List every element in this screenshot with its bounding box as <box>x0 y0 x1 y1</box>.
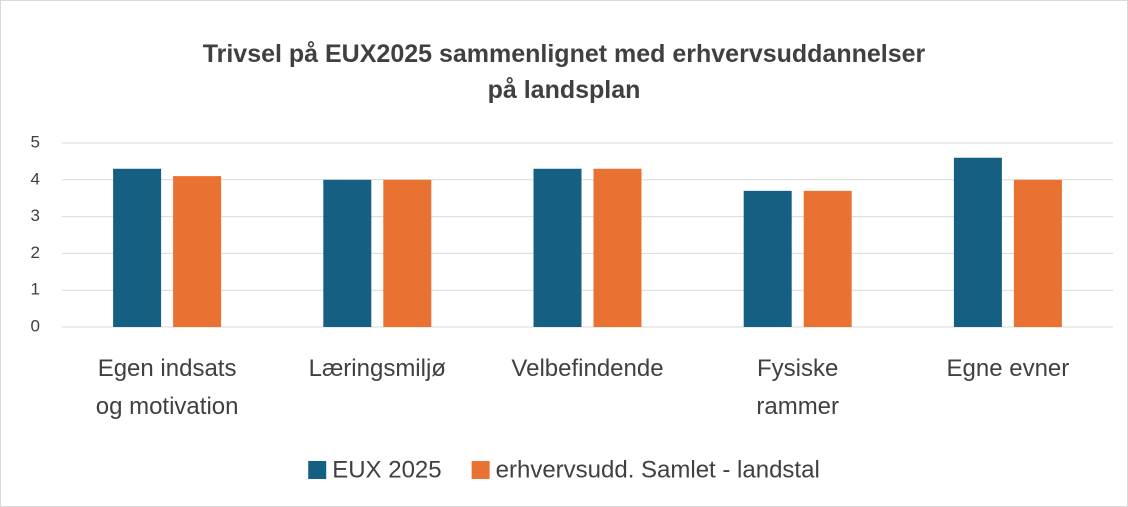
bar <box>1013 179 1062 327</box>
bar <box>173 176 222 327</box>
legend-swatch <box>308 461 327 479</box>
bar <box>593 168 642 327</box>
x-tick-label: Læringsmiljø <box>309 355 447 382</box>
x-tick-label: Egen indsats og motivation <box>96 355 239 420</box>
x-tick-label: Fysiske rammer <box>756 355 839 420</box>
bar <box>383 179 432 327</box>
x-tick-label: Velbefindende <box>511 355 663 382</box>
bar <box>113 168 162 327</box>
y-tick-label: 2 <box>31 243 40 262</box>
y-tick-label: 5 <box>31 132 40 151</box>
bar <box>743 190 792 327</box>
legend: EUX 2025 erhvervsudd. Samlet - landstal <box>308 456 820 483</box>
bar <box>323 179 372 327</box>
y-tick-label: 0 <box>31 316 40 335</box>
y-tick-label: 4 <box>31 169 40 188</box>
bar <box>953 157 1002 327</box>
y-tick-label: 3 <box>31 206 40 225</box>
bar <box>803 190 852 327</box>
y-tick-label: 1 <box>31 280 40 299</box>
legend-swatch <box>471 461 490 479</box>
x-tick-label: Egne evner <box>947 355 1070 382</box>
chart-title: Trivsel på EUX2025 sammenlignet med erhv… <box>203 40 926 104</box>
bar <box>533 168 582 327</box>
legend-label: EUX 2025 <box>332 456 441 483</box>
legend-label: erhvervsudd. Samlet - landstal <box>496 456 820 483</box>
